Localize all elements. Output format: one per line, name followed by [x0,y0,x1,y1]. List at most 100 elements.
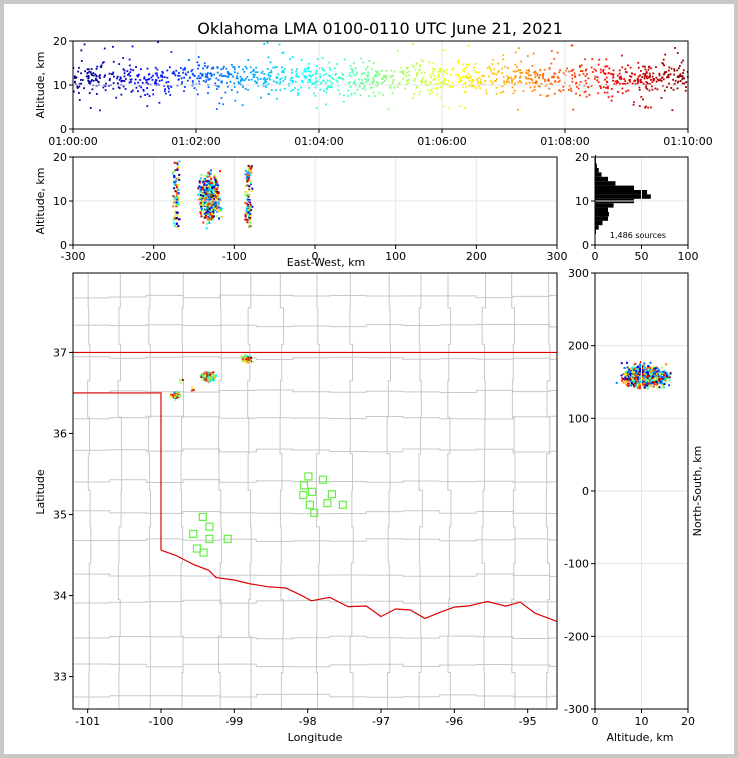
source-point [595,69,597,72]
source-point [594,75,597,78]
source-point [107,84,110,87]
source-point [233,82,236,85]
source-point [86,71,89,74]
source-point [199,186,202,189]
source-point [471,85,473,88]
source-point [642,375,645,378]
source-point [602,86,605,89]
histogram-bar [595,220,603,226]
source-point [177,203,180,206]
source-point [201,209,204,212]
source-point [660,375,663,378]
source-point [227,73,230,76]
source-point [653,372,656,375]
source-point [244,213,247,216]
source-point [248,222,251,225]
source-point [119,77,122,80]
county-line [279,273,284,709]
source-point [501,67,503,70]
histogram-bar [595,172,602,177]
source-point [423,71,426,74]
source-point [387,107,390,110]
source-point [668,376,671,379]
source-point [639,384,642,387]
source-point [644,373,647,376]
source-point [375,84,378,87]
source-point [251,360,254,363]
source-point [550,82,552,85]
source-point [183,76,186,79]
source-point [646,81,649,84]
source-point [584,79,587,82]
source-point [203,379,206,382]
source-point [289,79,292,82]
histogram-bar [595,203,614,208]
source-point [663,72,666,75]
source-point [161,70,164,73]
source-point [407,66,409,69]
source-point [645,75,648,78]
source-point [212,199,215,202]
source-point [247,198,250,201]
source-point [584,75,587,78]
source-point [545,95,548,98]
source-point [215,207,218,210]
source-point [178,202,181,205]
source-point [360,81,363,84]
source-point [364,77,367,80]
source-point [649,83,651,85]
ns-tick-label: 300 [568,267,589,280]
source-point [437,70,440,73]
source-point [339,77,342,80]
source-point [571,77,574,80]
source-point [266,78,268,81]
source-point [391,92,394,94]
source-point [204,76,207,78]
source-point [512,92,515,95]
source-point [452,67,455,70]
source-point [342,100,345,103]
source-point [630,372,633,375]
source-point [396,85,399,88]
source-point [636,383,639,386]
source-point [265,81,268,83]
source-point [354,67,357,70]
source-point [406,79,409,82]
source-point [206,73,208,76]
source-point [615,381,618,384]
source-point [176,390,179,393]
source-point [246,202,249,205]
source-point [174,210,177,213]
source-point [625,71,628,74]
source-point [538,76,541,79]
source-point [175,225,178,228]
source-point [636,368,639,371]
county-line [73,510,557,515]
source-point [431,67,434,70]
source-point [638,383,641,386]
source-point [499,91,502,94]
source-point [497,62,500,65]
source-point [658,378,661,381]
source-point [467,44,470,47]
source-point [676,76,679,79]
source-point [215,177,218,180]
source-point [227,76,230,78]
source-point [248,225,251,228]
source-point [682,77,685,79]
source-point [422,76,425,79]
ew-xlabel: East-West, km [287,256,365,269]
source-point [145,79,148,81]
source-point [646,77,649,80]
source-point [672,78,674,81]
source-point [603,91,606,94]
source-point [384,75,387,78]
source-point [633,79,636,82]
source-point [175,200,178,203]
source-point [204,378,207,381]
source-point [206,75,208,78]
source-point [516,70,519,73]
source-point [201,192,204,195]
source-point [644,74,647,77]
